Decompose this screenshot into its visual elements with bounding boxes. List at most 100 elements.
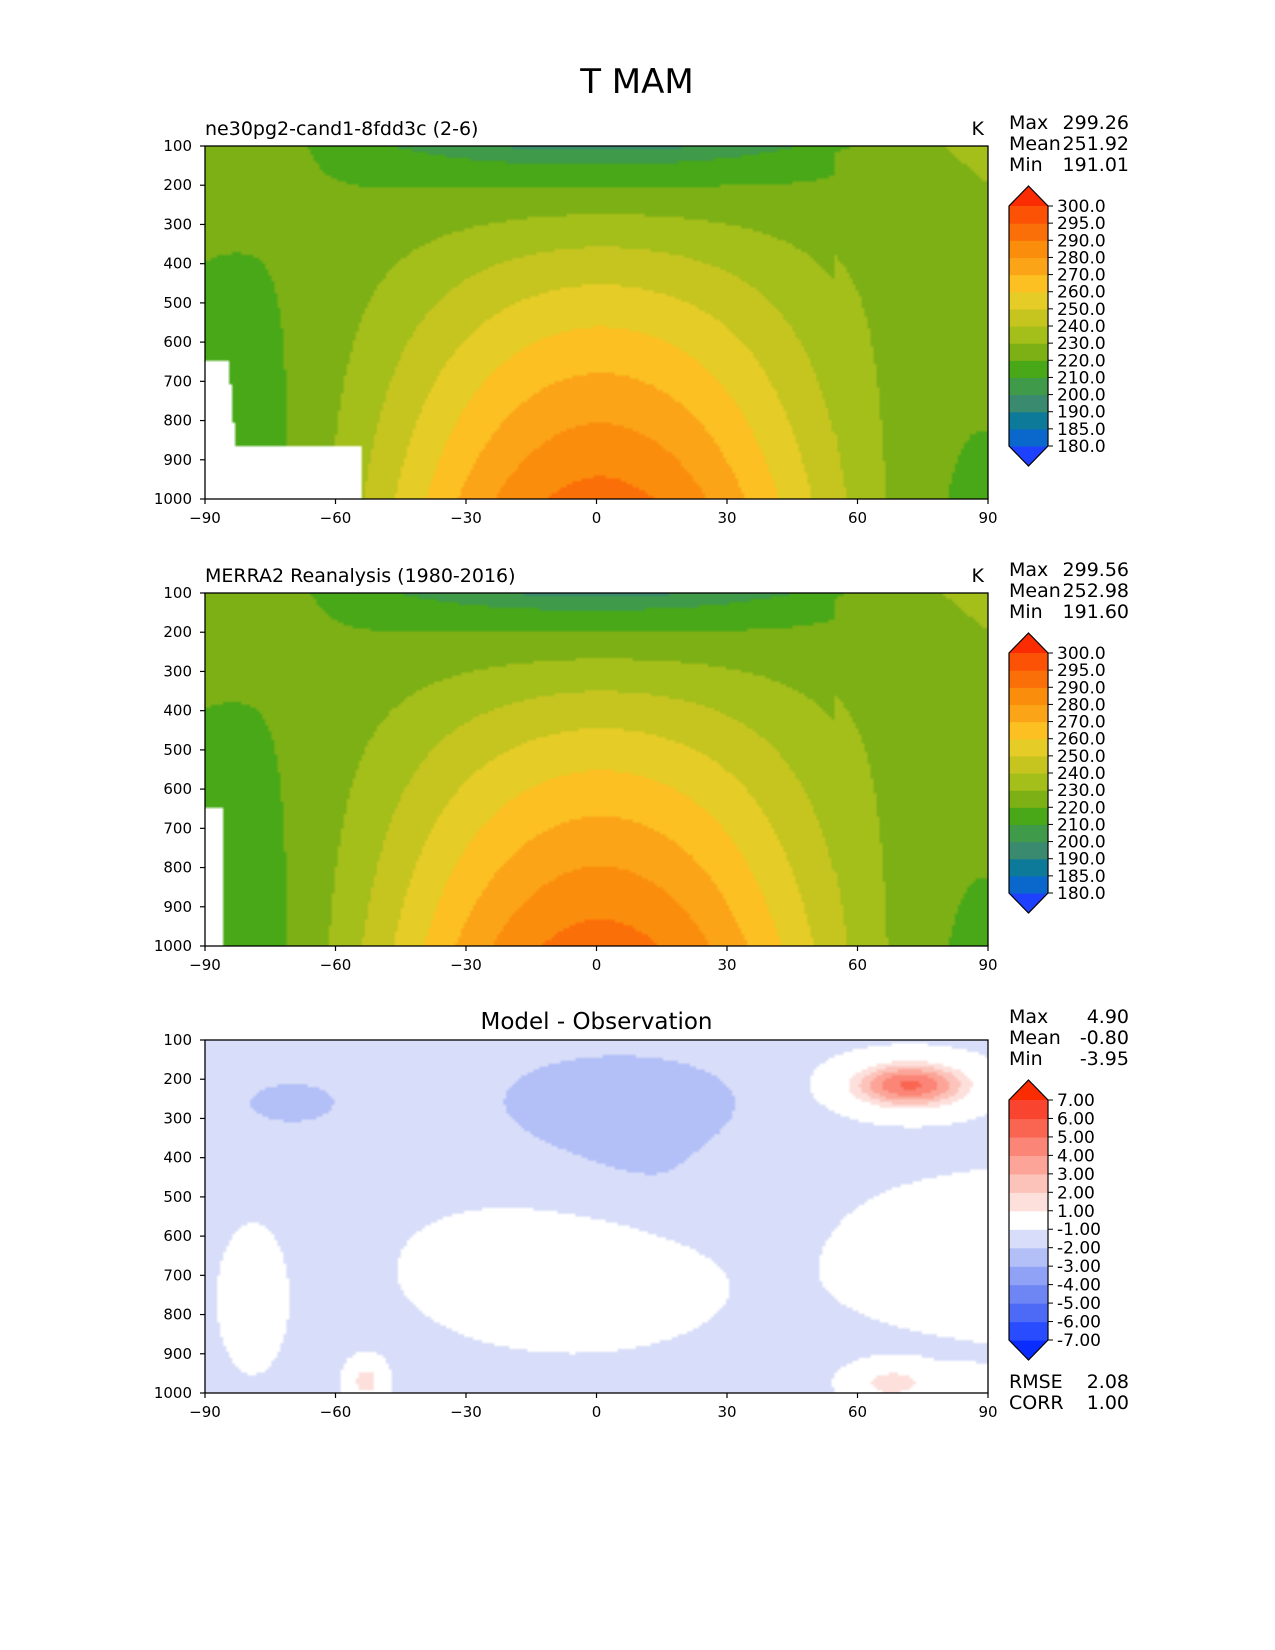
- y-tick-label: 1000: [154, 937, 192, 955]
- y-tick-label: 900: [163, 451, 192, 469]
- colorbar-label: 6.00: [1057, 1109, 1095, 1129]
- colorbar-label: 4.00: [1057, 1146, 1095, 1166]
- y-tick-label: 1000: [154, 490, 192, 508]
- colorbar-label: 230.0: [1057, 781, 1106, 801]
- x-tick-label: −90: [189, 509, 221, 527]
- x-tick-label: −30: [450, 956, 482, 974]
- stat-label: Min: [1009, 1048, 1043, 1070]
- colorbar-label: 270.0: [1057, 713, 1106, 733]
- y-tick-label: 800: [163, 412, 192, 430]
- colorbar-extend-min: [1009, 446, 1048, 466]
- x-tick-label: −90: [189, 1403, 221, 1421]
- colorbar-segment: [1009, 394, 1048, 413]
- colorbar-segment: [1009, 308, 1048, 327]
- x-tick-label: −30: [450, 1403, 482, 1421]
- stat-label: Mean: [1009, 580, 1061, 602]
- stat-value: 191.01: [1063, 154, 1129, 176]
- x-tick-label: 90: [978, 1403, 997, 1421]
- field-raster: [205, 146, 988, 499]
- colorbar-segment: [1009, 807, 1048, 826]
- x-tick-label: 60: [848, 956, 867, 974]
- colorbar-segment: [1009, 274, 1048, 293]
- y-tick-label: 200: [163, 176, 192, 194]
- x-tick-label: 0: [592, 1403, 602, 1421]
- x-tick-label: −60: [320, 509, 352, 527]
- colorbar-label: -6.00: [1057, 1313, 1101, 1333]
- stat-label: Min: [1009, 154, 1043, 176]
- colorbar-label: 280.0: [1057, 248, 1106, 268]
- y-tick-label: 400: [163, 702, 192, 720]
- colorbar-segment: [1009, 291, 1048, 310]
- stat-label: Mean: [1009, 133, 1061, 155]
- colorbar-label: 2.00: [1057, 1183, 1095, 1203]
- colorbar-label: 300.0: [1057, 644, 1106, 664]
- y-tick-label: 400: [163, 1149, 192, 1167]
- colorbar-label: 220.0: [1057, 351, 1106, 371]
- y-tick-label: 700: [163, 1266, 192, 1284]
- stat-label: Max: [1009, 112, 1048, 134]
- field-raster: [205, 1040, 988, 1393]
- colorbar-segment: [1009, 653, 1048, 671]
- stat-value: 299.56: [1063, 559, 1129, 581]
- y-tick-label: 100: [163, 1031, 192, 1049]
- colorbar-label: -2.00: [1057, 1239, 1101, 1259]
- panel-title: Model - Observation: [480, 1009, 712, 1035]
- colorbar-extend-min: [1009, 1340, 1048, 1360]
- units-label: K: [972, 118, 985, 140]
- x-tick-label: 60: [848, 509, 867, 527]
- colorbar-extend-min: [1009, 893, 1048, 913]
- stat-value: 251.92: [1063, 133, 1129, 155]
- colorbar-label: 250.0: [1057, 300, 1106, 320]
- x-tick-label: 90: [978, 509, 997, 527]
- colorbar-segment: [1009, 411, 1048, 430]
- colorbar-label: 280.0: [1057, 695, 1106, 715]
- colorbar-label: 295.0: [1057, 661, 1106, 681]
- x-tick-label: −90: [189, 956, 221, 974]
- colorbar-label: 190.0: [1057, 850, 1106, 870]
- colorbar-segment: [1009, 1229, 1048, 1249]
- colorbar-segment: [1009, 257, 1048, 276]
- colorbar-label: 200.0: [1057, 833, 1106, 853]
- colorbar-segment: [1009, 687, 1048, 706]
- stat-label: Mean: [1009, 1027, 1061, 1049]
- colorbar-segment: [1009, 790, 1048, 808]
- colorbar-segment: [1009, 428, 1048, 447]
- y-tick-label: 100: [163, 584, 192, 602]
- colorbar-segment: [1009, 704, 1048, 723]
- colorbar-label: 290.0: [1057, 678, 1106, 698]
- colorbar-label: 250.0: [1057, 747, 1106, 767]
- colorbar-segment: [1009, 1155, 1048, 1175]
- colorbar-extend-max: [1009, 186, 1048, 206]
- colorbar-label: 7.00: [1057, 1091, 1095, 1111]
- colorbar-segment: [1009, 1173, 1048, 1193]
- colorbar-segment: [1009, 773, 1048, 791]
- y-tick-label: 200: [163, 623, 192, 641]
- colorbar-segment: [1009, 824, 1048, 843]
- colorbar-label: -4.00: [1057, 1276, 1101, 1296]
- x-tick-label: 0: [592, 509, 602, 527]
- stat-label: Min: [1009, 601, 1043, 623]
- colorbar-segment: [1009, 1303, 1048, 1323]
- stat-label: Max: [1009, 1006, 1048, 1028]
- model-panel: −90 −60 −30 0 30 60 90 100 200 300 400 500 600 700 800…: [154, 112, 1129, 527]
- colorbar-segment: [1009, 377, 1048, 396]
- colorbar-extend-max: [1009, 633, 1048, 653]
- y-tick-label: 300: [163, 215, 192, 233]
- colorbar-label: 270.0: [1057, 266, 1106, 286]
- colorbar-label: 180.0: [1057, 437, 1106, 457]
- colorbar-extend-max: [1009, 1080, 1048, 1100]
- colorbar-label: 185.0: [1057, 867, 1106, 887]
- colorbar-label: 300.0: [1057, 197, 1106, 217]
- y-tick-label: 800: [163, 859, 192, 877]
- colorbar-segment: [1009, 841, 1048, 860]
- y-tick-label: 500: [163, 741, 192, 759]
- colorbar-segment: [1009, 1284, 1048, 1304]
- y-tick-label: 500: [163, 294, 192, 312]
- colorbar-segment: [1009, 738, 1048, 757]
- stat-value: 1.00: [1087, 1392, 1129, 1414]
- colorbar-segment: [1009, 343, 1048, 361]
- y-tick-label: 600: [163, 333, 192, 351]
- colorbar-segment: [1009, 1266, 1048, 1286]
- colorbar-label: 1.00: [1057, 1202, 1095, 1222]
- colorbar-label: -3.00: [1057, 1257, 1101, 1277]
